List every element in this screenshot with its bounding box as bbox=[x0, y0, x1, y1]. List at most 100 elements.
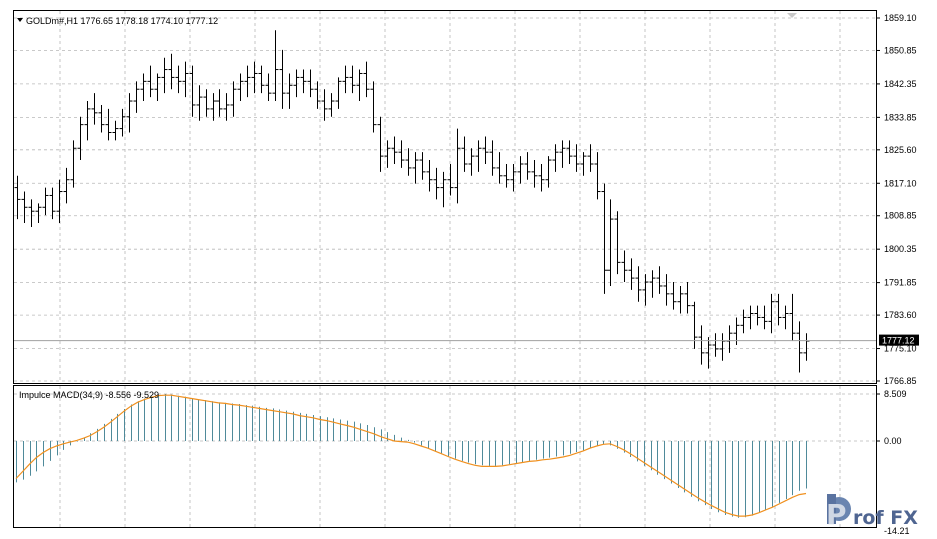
ohlc-bar bbox=[391, 136, 398, 164]
ohlc-bar bbox=[377, 116, 384, 172]
ohlc-bar bbox=[552, 144, 559, 172]
ohlc-bar bbox=[251, 61, 258, 94]
indicator-panel-frame bbox=[13, 385, 877, 528]
current-price-tag-text: 1777.12 bbox=[882, 336, 915, 346]
ohlc-bar bbox=[559, 140, 566, 168]
indicator-bottom-label: -14.21 bbox=[884, 526, 910, 536]
ohlc-bar bbox=[328, 93, 335, 117]
ohlc-bar bbox=[91, 93, 98, 125]
ohlc-bar bbox=[384, 140, 391, 168]
macd-histogram bbox=[16, 394, 807, 518]
ohlc-bar bbox=[370, 81, 377, 133]
ohlc-bar bbox=[21, 191, 28, 224]
proffx-watermark: P rof FX bbox=[826, 494, 918, 531]
ohlc-bar bbox=[258, 65, 265, 94]
ohlc-bar bbox=[63, 167, 70, 204]
price-axis-label: 1783.60 bbox=[884, 310, 917, 320]
ohlc-bar bbox=[216, 89, 223, 117]
ohlc-bar bbox=[782, 305, 789, 330]
price-axis-label: 1825.60 bbox=[884, 145, 917, 155]
ohlc-bar bbox=[538, 163, 545, 192]
price-axis-label: 1859.10 bbox=[884, 13, 917, 23]
ohlc-bar bbox=[649, 270, 656, 298]
ohlc-bar bbox=[517, 156, 524, 184]
price-axis-label: 1775.10 bbox=[884, 344, 917, 354]
ohlc-bar bbox=[587, 144, 594, 172]
ohlc-bar bbox=[126, 93, 133, 133]
ohlc-bar bbox=[272, 30, 279, 102]
watermark-text: rof FX bbox=[853, 507, 918, 529]
ohlc-bar bbox=[84, 101, 91, 141]
ohlc-bar bbox=[433, 167, 440, 200]
ohlc-bar bbox=[203, 89, 210, 117]
ohlc-bar bbox=[642, 274, 649, 306]
ohlc-bar bbox=[335, 77, 342, 109]
macd-signal-line bbox=[15, 394, 807, 517]
ohlc-bar bbox=[419, 152, 426, 180]
ohlc-bar bbox=[14, 175, 21, 220]
ohlc-bar bbox=[614, 211, 621, 275]
ohlc-bar bbox=[663, 274, 670, 306]
ohlc-bar bbox=[747, 305, 754, 330]
ohlc-bar bbox=[566, 140, 573, 164]
ohlc-bar bbox=[161, 57, 168, 94]
ohlc-bar bbox=[175, 65, 182, 94]
ohlc-bar bbox=[210, 93, 217, 121]
indicator-axis-label: 8.509 bbox=[884, 389, 907, 399]
ohlc-bar bbox=[119, 108, 126, 137]
ohlc-bar bbox=[35, 203, 42, 224]
ohlc-bar bbox=[684, 282, 691, 314]
price-axis-label: 1842.35 bbox=[884, 79, 917, 89]
ohlc-bar bbox=[705, 337, 712, 369]
symbol-menu-triangle-icon[interactable] bbox=[17, 18, 23, 22]
ohlc-bar bbox=[70, 140, 77, 188]
ohlc-bar bbox=[670, 282, 677, 310]
ohlc-bar bbox=[230, 81, 237, 117]
shift-marker-icon[interactable] bbox=[787, 13, 797, 18]
ohlc-bar bbox=[768, 293, 775, 334]
price-axis-label: 1766.85 bbox=[884, 376, 917, 386]
price-panel-frame bbox=[13, 10, 877, 384]
ohlc-bar bbox=[607, 199, 614, 286]
ohlc-bar bbox=[56, 179, 63, 224]
ohlc-bar bbox=[307, 69, 314, 98]
ohlc-bar bbox=[42, 187, 49, 216]
price-axis: 1859.10 1850.85 1842.35 1833.85 1825.60 1817.… bbox=[876, 13, 917, 386]
ohlc-bar bbox=[363, 61, 370, 98]
ohlc-bar bbox=[349, 65, 356, 94]
indicator-header: Impulce MACD(34,9) -8.556 -9.529 bbox=[19, 390, 159, 400]
ohlc-bar bbox=[698, 325, 705, 365]
ohlc-bar bbox=[237, 73, 244, 102]
ohlc-bar bbox=[468, 148, 475, 176]
ohlc-bar bbox=[426, 160, 433, 192]
ohlc-bar bbox=[412, 152, 419, 184]
ohlc-bar bbox=[677, 285, 684, 314]
ohlc-bar bbox=[196, 85, 203, 121]
ohlc-bar bbox=[601, 183, 608, 294]
ohlc-bar bbox=[293, 69, 300, 98]
ohlc-bar bbox=[510, 163, 517, 192]
ohlc-bar bbox=[531, 160, 538, 188]
price-axis-label: 1850.85 bbox=[884, 45, 917, 55]
indicator-axis-label: 0.00 bbox=[884, 436, 902, 446]
ohlc-bar bbox=[454, 128, 461, 204]
ohlc-bar bbox=[447, 163, 454, 196]
ohlc-bar bbox=[545, 156, 552, 188]
ohlc-bar bbox=[440, 171, 447, 208]
ohlc-bar bbox=[503, 163, 510, 188]
ohlc-bar bbox=[761, 305, 768, 330]
ohlc-bar bbox=[147, 65, 154, 98]
ohlc-bar bbox=[140, 73, 147, 102]
ohlc-bar bbox=[475, 140, 482, 172]
ohlc-bar bbox=[594, 152, 601, 200]
ohlc-bar bbox=[244, 65, 251, 98]
ohlc-bar bbox=[182, 61, 189, 98]
ohlc-bar bbox=[712, 333, 719, 357]
ohlc-bar bbox=[740, 309, 747, 334]
price-axis-label: 1817.10 bbox=[884, 178, 917, 188]
ohlc-bar bbox=[461, 136, 468, 172]
main-chart-header: GOLDm#,H1 1776.65 1778.18 1774.10 1777.1… bbox=[26, 16, 218, 26]
watermark-initial: P bbox=[826, 498, 847, 531]
ohlc-bar bbox=[656, 266, 663, 294]
